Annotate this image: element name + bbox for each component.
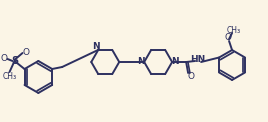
Text: HN: HN <box>191 55 206 64</box>
Text: CH₃: CH₃ <box>227 25 241 35</box>
Text: N: N <box>171 57 179 66</box>
Text: N: N <box>92 42 100 51</box>
Text: O: O <box>188 72 195 81</box>
Text: O: O <box>225 33 232 41</box>
Text: CH₃: CH₃ <box>2 72 17 81</box>
Text: S: S <box>11 56 18 66</box>
Text: O: O <box>22 47 29 56</box>
Text: N: N <box>137 57 145 66</box>
Text: O: O <box>0 54 7 62</box>
